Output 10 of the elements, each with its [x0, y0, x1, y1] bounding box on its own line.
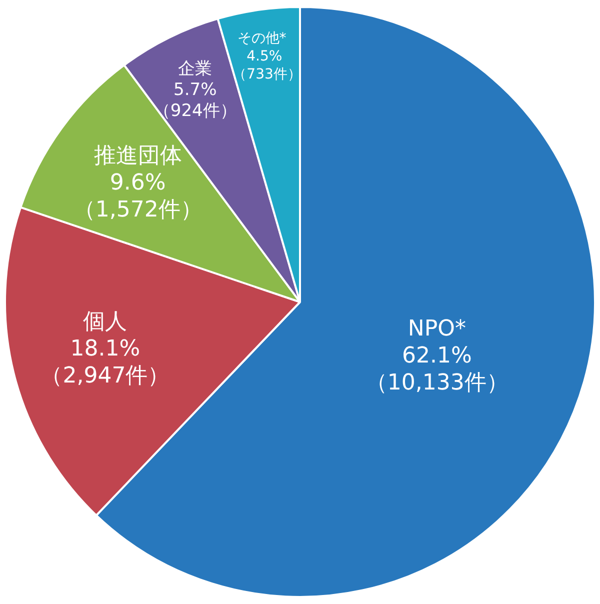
data-label: 5.7% （924件） [153, 80, 237, 121]
data-label: 9.6% （1,572件） [73, 170, 202, 223]
slice-label: その他* [237, 30, 286, 46]
data-label: 62.1% （10,133件） [365, 344, 508, 396]
slice-label: 企業 [178, 58, 212, 79]
slice-label: 推進団体 [94, 144, 182, 169]
slice-label: 個人 [83, 310, 128, 335]
data-label: 4.5% （733件） [232, 48, 302, 82]
data-label: 18.1% （2,947件） [40, 336, 170, 389]
slice-label: NPO* [408, 316, 466, 342]
